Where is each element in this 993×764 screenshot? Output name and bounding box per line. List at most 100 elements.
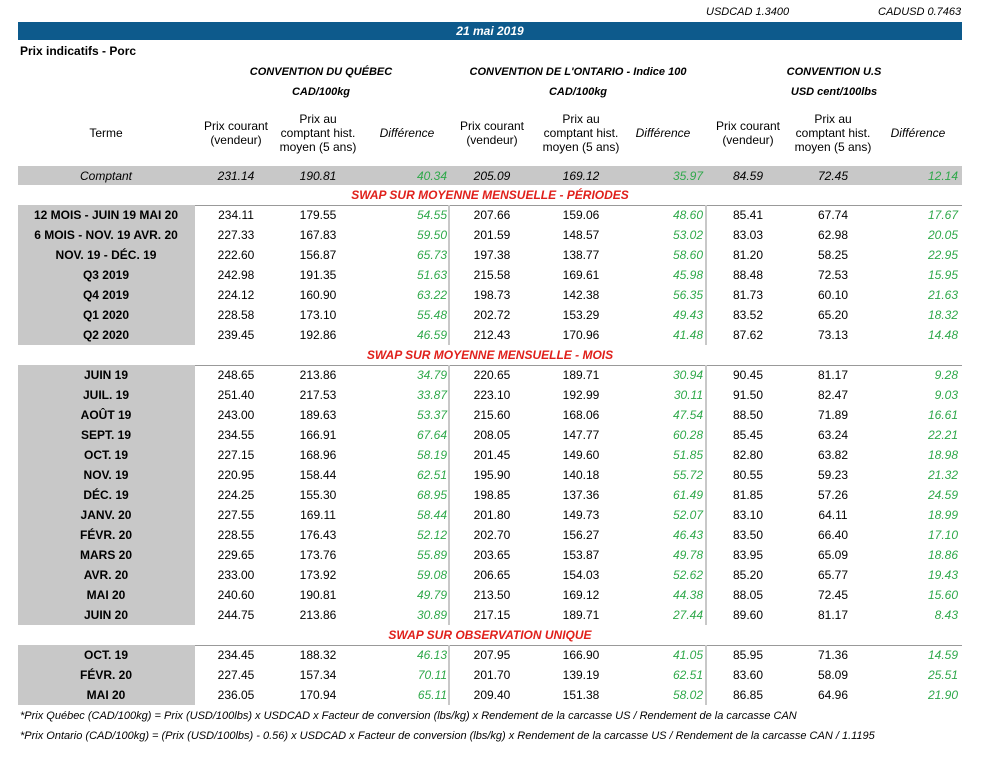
group-gap xyxy=(448,685,450,705)
cell: 51.85 xyxy=(672,448,703,462)
cell: 88.50 xyxy=(732,408,764,422)
cell: 158.44 xyxy=(299,468,337,482)
term: Q3 2019 xyxy=(82,268,130,282)
term-bg xyxy=(18,405,195,425)
cell: 83.50 xyxy=(732,528,764,542)
cell: 166.90 xyxy=(562,648,600,662)
column-header: Différence xyxy=(890,126,946,140)
group-name: CONVENTION U.S xyxy=(786,66,882,78)
term-bg xyxy=(18,485,195,505)
group-gap xyxy=(448,545,450,565)
group-gap xyxy=(705,385,707,405)
cell: 217.15 xyxy=(473,608,511,622)
cell: 44.38 xyxy=(672,588,703,602)
cell: 89.60 xyxy=(732,608,764,622)
cell: 81.73 xyxy=(732,288,764,302)
cell: 248.65 xyxy=(217,368,255,382)
cell: 154.03 xyxy=(562,568,600,582)
cell: 140.18 xyxy=(562,468,600,482)
cell: 90.45 xyxy=(732,368,764,382)
term: MAI 20 xyxy=(86,588,126,602)
cell: 57.26 xyxy=(817,488,849,502)
group-gap xyxy=(705,205,707,225)
cell: 41.48 xyxy=(672,328,703,342)
term: Q2 2020 xyxy=(82,328,130,342)
cell: 67.64 xyxy=(416,428,447,442)
cell: 58.09 xyxy=(817,668,849,682)
term: JUIL. 19 xyxy=(82,388,130,402)
column-header: Prix courant (vendeur) xyxy=(715,119,781,147)
cell: 202.72 xyxy=(473,308,511,322)
cell: 66.40 xyxy=(817,528,849,542)
cell: 198.73 xyxy=(473,288,511,302)
cell: 71.36 xyxy=(817,648,849,662)
cell: 85.95 xyxy=(732,648,764,662)
cell: 58.19 xyxy=(416,448,447,462)
group-gap xyxy=(705,265,707,285)
cell: 21.32 xyxy=(927,468,958,482)
group-gap xyxy=(448,565,450,585)
cell: 195.90 xyxy=(473,468,511,482)
date-bar xyxy=(18,22,962,40)
cell: 191.35 xyxy=(299,268,337,282)
cell: 55.48 xyxy=(416,308,447,322)
term: FÉVR. 20 xyxy=(79,528,133,542)
group-name: CONVENTION DU QUÉBEC xyxy=(249,66,393,78)
group-gap xyxy=(705,245,707,265)
cell: 17.67 xyxy=(927,208,958,222)
cell: 49.79 xyxy=(416,588,447,602)
cell: 169.12 xyxy=(562,588,600,602)
cell: 51.63 xyxy=(416,268,447,282)
cell: 30.89 xyxy=(416,608,447,622)
cell: 243.00 xyxy=(217,408,255,422)
cell: 8.43 xyxy=(934,608,958,622)
group-gap xyxy=(705,445,707,465)
column-header: Prix au comptant hist. moyen (5 ans) xyxy=(542,112,620,154)
cell: 156.87 xyxy=(299,248,337,262)
cell: 168.96 xyxy=(299,448,337,462)
cell: 12.14 xyxy=(927,169,958,183)
cell: 81.17 xyxy=(817,608,849,622)
cell: 48.60 xyxy=(672,208,703,222)
cell: 151.38 xyxy=(562,688,600,702)
cell: 72.45 xyxy=(817,169,849,183)
term: 6 MOIS - NOV. 19 AVR. 20 xyxy=(34,228,178,242)
cell: 215.58 xyxy=(473,268,511,282)
term-bg xyxy=(18,425,195,445)
cell: 83.60 xyxy=(732,668,764,682)
cell: 189.63 xyxy=(299,408,337,422)
cell: 207.66 xyxy=(473,208,511,222)
cell: 87.62 xyxy=(732,328,764,342)
cell: 86.85 xyxy=(732,688,764,702)
cell: 168.06 xyxy=(562,408,600,422)
cell: 213.86 xyxy=(299,368,337,382)
cell: 217.53 xyxy=(299,388,337,402)
cell: 197.38 xyxy=(473,248,511,262)
cell: 64.96 xyxy=(817,688,849,702)
term-bg xyxy=(18,505,195,525)
term-bg xyxy=(18,365,195,385)
cell: 234.11 xyxy=(218,208,254,222)
term-bg xyxy=(18,265,195,285)
cell: 55.72 xyxy=(672,468,703,482)
cell: 72.53 xyxy=(817,268,849,282)
group-gap xyxy=(448,245,450,265)
group-gap xyxy=(705,325,707,345)
cell: 234.55 xyxy=(217,428,255,442)
group-gap xyxy=(448,225,450,245)
group-gap xyxy=(448,365,450,385)
cell: 17.10 xyxy=(927,528,958,542)
column-header: Prix courant (vendeur) xyxy=(459,119,525,147)
group-gap xyxy=(705,425,707,445)
section-title: SWAP SUR OBSERVATION UNIQUE xyxy=(388,628,592,642)
cell: 231.14 xyxy=(217,169,255,183)
term: FÉVR. 20 xyxy=(79,668,133,682)
group-gap xyxy=(448,265,450,285)
column-header: Prix courant (vendeur) xyxy=(203,119,269,147)
group-gap xyxy=(705,485,707,505)
cell: 14.59 xyxy=(927,648,958,662)
group-gap xyxy=(705,365,707,385)
term: SEPT. 19 xyxy=(80,428,132,442)
group-gap xyxy=(448,445,450,465)
cell: 240.60 xyxy=(217,588,255,602)
